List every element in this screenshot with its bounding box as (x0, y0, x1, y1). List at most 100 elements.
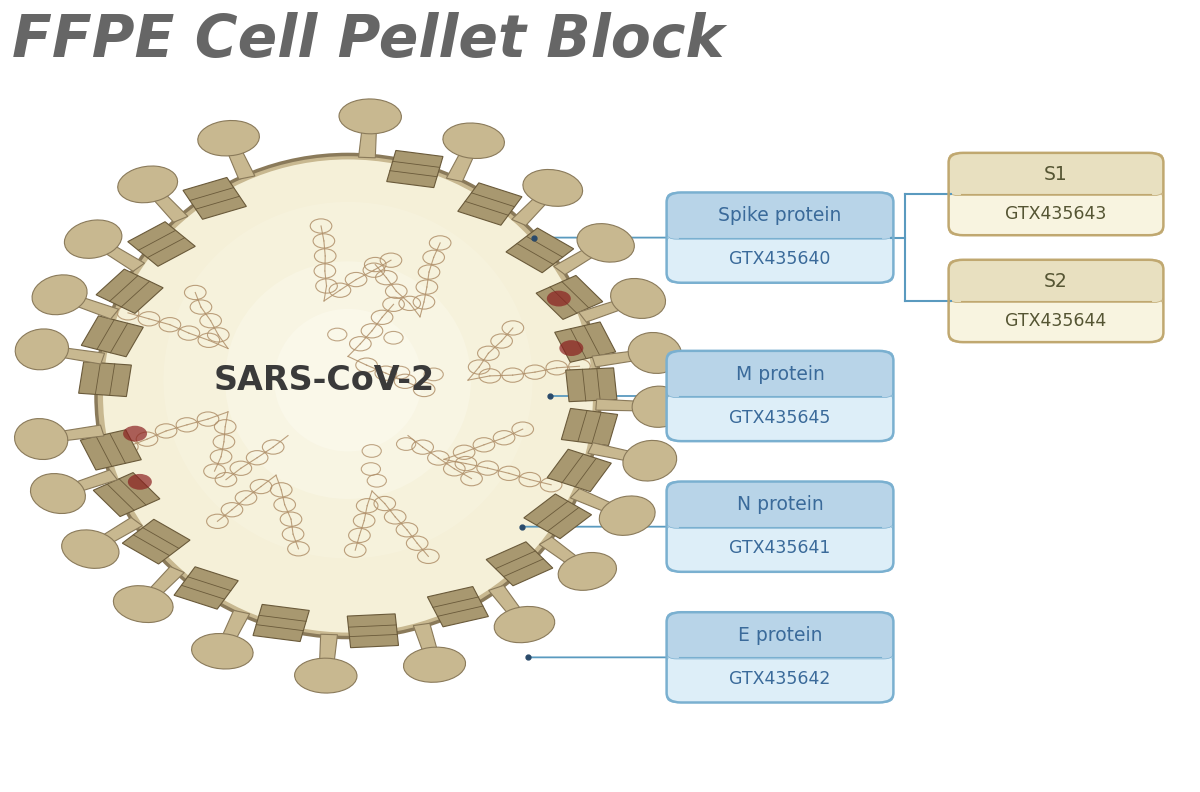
Text: SARS-CoV-2: SARS-CoV-2 (214, 364, 434, 397)
FancyBboxPatch shape (667, 482, 893, 528)
Text: Spike protein: Spike protein (719, 207, 841, 225)
Polygon shape (488, 585, 530, 626)
Text: FFPE Cell Pellet Block: FFPE Cell Pellet Block (12, 12, 725, 69)
Polygon shape (79, 362, 131, 397)
Ellipse shape (198, 120, 259, 156)
FancyBboxPatch shape (667, 525, 893, 572)
Polygon shape (595, 399, 659, 411)
Ellipse shape (163, 202, 533, 558)
Polygon shape (127, 222, 196, 266)
Polygon shape (222, 137, 254, 179)
Ellipse shape (274, 309, 422, 451)
Polygon shape (570, 489, 631, 520)
Circle shape (124, 426, 148, 442)
Polygon shape (413, 623, 442, 665)
Ellipse shape (118, 166, 178, 203)
Polygon shape (486, 542, 553, 586)
Polygon shape (536, 276, 602, 319)
Polygon shape (41, 345, 104, 364)
Polygon shape (457, 183, 522, 225)
Polygon shape (55, 470, 118, 497)
Ellipse shape (623, 440, 677, 481)
Ellipse shape (632, 386, 685, 428)
Ellipse shape (226, 261, 470, 499)
Polygon shape (56, 291, 119, 319)
Polygon shape (40, 425, 104, 444)
Polygon shape (142, 182, 188, 223)
Polygon shape (80, 430, 142, 470)
Polygon shape (359, 116, 377, 158)
Ellipse shape (14, 419, 67, 459)
Ellipse shape (403, 647, 466, 682)
Text: GTX435645: GTX435645 (730, 409, 830, 427)
Text: GTX435643: GTX435643 (1006, 205, 1106, 223)
Text: N protein: N protein (737, 496, 823, 514)
Polygon shape (578, 295, 641, 322)
Polygon shape (386, 150, 443, 188)
Ellipse shape (611, 279, 666, 318)
Polygon shape (553, 239, 610, 275)
FancyBboxPatch shape (667, 351, 893, 398)
Ellipse shape (16, 329, 68, 370)
Polygon shape (347, 614, 398, 648)
Ellipse shape (494, 607, 554, 642)
Ellipse shape (30, 474, 85, 513)
FancyBboxPatch shape (949, 299, 1164, 342)
Ellipse shape (599, 496, 655, 535)
FancyBboxPatch shape (667, 656, 893, 703)
Polygon shape (96, 269, 163, 314)
Polygon shape (446, 139, 480, 181)
Ellipse shape (523, 169, 583, 207)
Polygon shape (138, 566, 185, 607)
Text: E protein: E protein (738, 626, 822, 645)
FancyBboxPatch shape (949, 260, 1164, 303)
FancyBboxPatch shape (949, 192, 1164, 235)
Ellipse shape (113, 585, 173, 623)
Ellipse shape (192, 634, 253, 669)
Polygon shape (427, 587, 488, 626)
FancyBboxPatch shape (667, 612, 893, 659)
Polygon shape (82, 316, 143, 356)
Polygon shape (319, 634, 337, 676)
Polygon shape (89, 236, 144, 272)
Polygon shape (511, 185, 558, 226)
Text: GTX435642: GTX435642 (730, 670, 830, 688)
Polygon shape (122, 520, 190, 564)
Polygon shape (506, 228, 574, 272)
Text: GTX435641: GTX435641 (730, 539, 830, 558)
Polygon shape (94, 473, 160, 516)
Circle shape (547, 291, 571, 307)
Polygon shape (588, 443, 652, 465)
Ellipse shape (629, 333, 682, 373)
Ellipse shape (577, 223, 635, 262)
Polygon shape (216, 611, 250, 653)
Circle shape (128, 474, 152, 489)
Ellipse shape (295, 658, 356, 693)
Ellipse shape (96, 154, 600, 638)
FancyBboxPatch shape (949, 153, 1164, 196)
Circle shape (559, 341, 583, 356)
FancyBboxPatch shape (667, 394, 893, 441)
Text: GTX435640: GTX435640 (730, 250, 830, 268)
FancyBboxPatch shape (667, 192, 893, 239)
Ellipse shape (340, 99, 401, 134)
Polygon shape (182, 177, 246, 219)
Polygon shape (174, 567, 239, 609)
Text: GTX435644: GTX435644 (1006, 312, 1106, 329)
Ellipse shape (61, 530, 119, 569)
Text: S1: S1 (1044, 165, 1068, 184)
Polygon shape (86, 517, 143, 553)
Polygon shape (562, 409, 618, 446)
Polygon shape (524, 494, 592, 539)
Text: M protein: M protein (736, 365, 824, 383)
Ellipse shape (102, 158, 594, 634)
Ellipse shape (558, 553, 617, 590)
Ellipse shape (65, 220, 122, 258)
Text: S2: S2 (1044, 272, 1068, 291)
Polygon shape (547, 449, 611, 492)
Polygon shape (592, 348, 656, 367)
FancyBboxPatch shape (667, 236, 893, 283)
Polygon shape (565, 367, 617, 402)
Polygon shape (253, 604, 310, 642)
Polygon shape (539, 537, 593, 574)
